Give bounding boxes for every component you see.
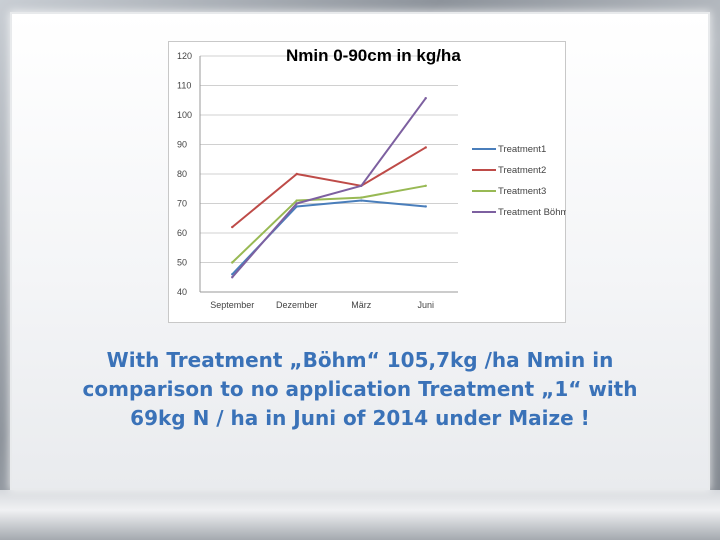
x-tick-label: September <box>210 300 254 310</box>
series-line <box>231 199 426 275</box>
legend-label: Treatment3 <box>498 186 546 197</box>
data-point <box>295 172 298 176</box>
x-tick-label: Juni <box>417 300 434 310</box>
line-chart: 40 50 60 70 80 90 100 110 120 September Dezember Mä… <box>177 51 566 310</box>
y-tick-label: 70 <box>177 199 187 209</box>
caption-line-2: comparison to no application Treatment „… <box>82 377 638 401</box>
series-line <box>231 146 427 228</box>
data-point <box>231 273 234 276</box>
data-point <box>231 261 234 264</box>
data-point <box>295 205 298 208</box>
data-point <box>424 205 427 208</box>
y-tick-label: 110 <box>177 81 191 91</box>
chart-title: Nmin 0-90cm in kg/ha <box>286 46 461 65</box>
data-point <box>231 276 234 279</box>
data-point <box>424 146 427 149</box>
y-tick-label: 50 <box>177 258 187 268</box>
slide-caption: With Treatment „Böhm“ 105,7kg /ha Nmin i… <box>40 346 680 433</box>
slide-bottom-bar <box>0 490 720 540</box>
data-point <box>360 196 363 199</box>
series-line <box>231 184 426 264</box>
data-point <box>424 96 427 100</box>
data-point <box>360 184 363 187</box>
series-line <box>231 97 427 278</box>
x-tick-label: März <box>351 300 371 310</box>
y-tick-label: 90 <box>177 140 187 150</box>
legend-label: Treatment1 <box>498 144 546 155</box>
y-tick-label: 40 <box>177 287 187 297</box>
legend-label: Treatment Böhm <box>498 207 566 218</box>
y-tick-label: 60 <box>177 228 187 238</box>
y-tick-label: 100 <box>177 110 192 120</box>
data-point <box>295 202 298 205</box>
data-point <box>360 199 363 202</box>
y-tick-label: 120 <box>177 51 192 61</box>
caption-line-1: With Treatment „Böhm“ 105,7kg /ha Nmin i… <box>106 348 614 372</box>
caption-line-3: 69kg N / ha in Juni of 2014 under Maize … <box>130 406 590 430</box>
data-point <box>424 184 427 187</box>
data-point <box>231 225 234 229</box>
y-tick-label: 80 <box>177 169 187 179</box>
data-point <box>295 199 298 202</box>
legend-label: Treatment2 <box>498 165 546 176</box>
x-tick-label: Dezember <box>276 300 318 310</box>
